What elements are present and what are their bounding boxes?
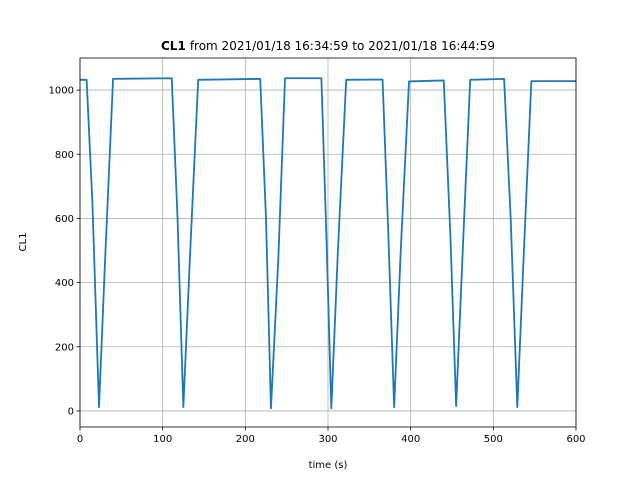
y-tick-label: 800: [55, 150, 74, 161]
title-bold: CL1: [161, 39, 186, 53]
y-tick-label: 200: [55, 342, 74, 353]
x-tick-label: 500: [484, 434, 503, 445]
data-line: [80, 77, 576, 410]
chart-title: CL1 from 2021/01/18 16:34:59 to 2021/01/1…: [161, 39, 495, 53]
x-tick-label: 100: [153, 434, 172, 445]
y-tick-label: 0: [68, 406, 74, 417]
x-tick-label: 400: [401, 434, 420, 445]
x-tick-label: 600: [566, 434, 585, 445]
x-tick-label: 300: [318, 434, 337, 445]
y-tick-label: 1000: [49, 86, 74, 97]
x-tick-label: 0: [77, 434, 83, 445]
y-tick-label: 400: [55, 278, 74, 289]
y-tick-label: 600: [55, 214, 74, 225]
x-axis-label: time (s): [309, 460, 348, 471]
x-tick-label: 200: [236, 434, 255, 445]
title-rest: from 2021/01/18 16:34:59 to 2021/01/18 1…: [190, 39, 495, 53]
axes-frame: [79, 57, 577, 428]
y-axis-label: CL1: [18, 233, 29, 252]
